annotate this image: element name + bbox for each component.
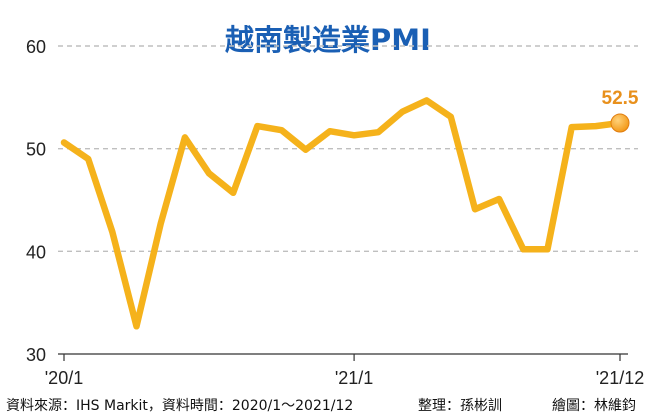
- footer: 資料來源：IHS Markit，資料時間：2020/1～2021/12 整理：孫…: [0, 392, 656, 419]
- x-tick-label: '21/12: [596, 368, 644, 388]
- footer-editor: 整理：孫彬訓: [418, 398, 502, 414]
- last-point-marker: 52.5: [602, 88, 639, 133]
- x-axis: '20/1 '21/1 '21/12: [45, 353, 644, 388]
- chart: 越南製造業PMI 30 40 50 60 '20/1 '21/1 '21/12 52.5: [26, 23, 644, 388]
- grid: [58, 45, 638, 253]
- y-tick-label: 40: [26, 242, 46, 262]
- y-tick-label: 30: [26, 345, 46, 365]
- y-tick-label: 60: [26, 37, 46, 57]
- y-tick-label: 50: [26, 140, 46, 160]
- chart-title: 越南製造業PMI: [225, 23, 431, 57]
- y-axis-ticks: 30 40 50 60: [26, 37, 46, 365]
- x-tick-label: '21/1: [335, 368, 373, 388]
- series-line: [60, 97, 624, 330]
- last-point: [610, 113, 630, 133]
- x-tick-label: '20/1: [45, 368, 83, 388]
- footer-source: 資料來源：IHS Markit，資料時間：2020/1～2021/12: [6, 398, 354, 414]
- last-value-label: 52.5: [602, 88, 639, 109]
- footer-artist: 繪圖：林維鈞: [552, 398, 636, 414]
- series-pmi: [60, 97, 624, 330]
